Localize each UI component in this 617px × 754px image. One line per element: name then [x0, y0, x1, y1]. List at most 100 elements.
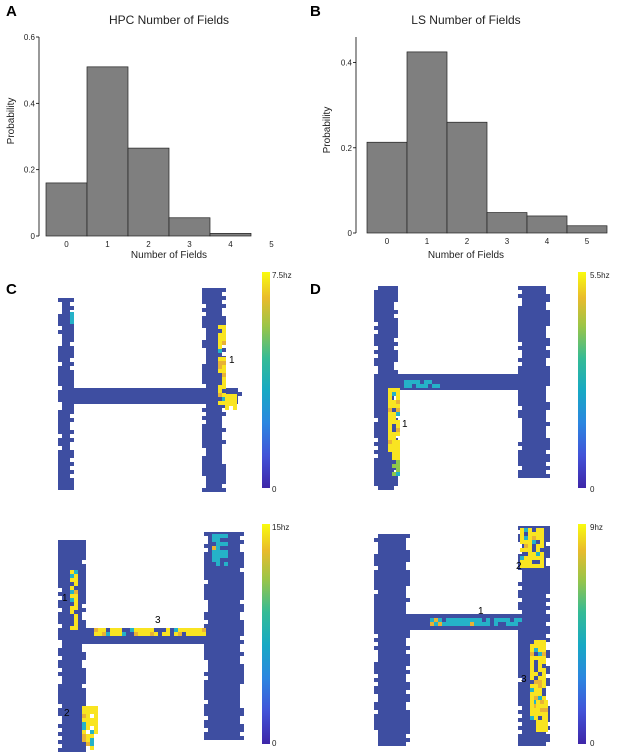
- map-pixel-right-arm: [216, 668, 220, 672]
- map-pixel-right-arm: [236, 724, 240, 728]
- map-pixel-left-arm: [374, 686, 378, 690]
- firing-pixel: [190, 628, 194, 632]
- map-pixel-right-arm: [526, 630, 530, 634]
- map-pixel-right-arm: [236, 536, 240, 540]
- ls-x-tick-0: 0: [385, 237, 390, 246]
- map-pixel-right-arm: [518, 634, 522, 638]
- map-pixel-left-arm: [386, 362, 390, 366]
- map-pixel-left-arm: [66, 442, 70, 446]
- map-pixel-left-arm: [382, 346, 386, 350]
- map-pixel-left-arm: [66, 342, 70, 346]
- map-pixel-left-arm: [386, 550, 390, 554]
- map-pixel-left-arm: [386, 654, 390, 658]
- map-pixel-left-arm: [386, 618, 390, 622]
- map-pixel-left-arm: [66, 354, 70, 358]
- map-pixel-right-arm: [522, 654, 526, 658]
- map-pixel-right-arm: [522, 418, 526, 422]
- map-pixel-crossbar: [234, 388, 238, 392]
- firing-pixel: [224, 534, 228, 538]
- map-pixel-crossbar: [186, 640, 190, 644]
- map-pixel-left-arm: [390, 574, 394, 578]
- map-pixel-right-arm: [542, 366, 546, 370]
- firing-pixel: [222, 333, 226, 337]
- map-pixel-right-arm: [206, 484, 210, 488]
- map-pixel-left-arm: [66, 668, 70, 672]
- map-pixel-left-arm: [398, 674, 402, 678]
- map-pixel-right-arm: [546, 666, 550, 670]
- firing-pixel: [396, 432, 400, 436]
- map-pixel-right-arm: [202, 428, 206, 432]
- firing-pixel: [186, 628, 190, 632]
- firing-pixel: [528, 560, 532, 564]
- map-pixel-right-arm: [538, 366, 542, 370]
- map-pixel-right-arm: [538, 574, 542, 578]
- map-pixel-right-arm: [210, 328, 214, 332]
- map-pixel-right-arm: [522, 306, 526, 310]
- map-pixel-crossbar: [524, 622, 528, 626]
- map-pixel-right-arm: [220, 616, 224, 620]
- map-pixel-right-arm: [210, 488, 214, 492]
- map-pixel-left-arm: [398, 682, 402, 686]
- map-pixel-right-arm: [202, 424, 206, 428]
- map-pixel-left-arm: [378, 454, 382, 458]
- map-pixel-right-arm: [236, 552, 240, 556]
- firing-pixel: [222, 361, 226, 365]
- map-pixel-right-arm: [546, 422, 550, 426]
- map-pixel-crossbar: [420, 618, 424, 622]
- map-pixel-crossbar: [162, 388, 166, 392]
- firing-pixel: [218, 345, 222, 349]
- map-pixel-left-arm: [402, 554, 406, 558]
- map-pixel-right-arm: [214, 352, 218, 356]
- map-pixel-left-arm: [374, 478, 378, 482]
- firing-pixel: [94, 718, 98, 722]
- map-pixel-right-arm: [538, 330, 542, 334]
- map-pixel-left-arm: [58, 394, 62, 398]
- map-pixel-crossbar: [482, 382, 486, 386]
- firing-pixel: [190, 632, 194, 636]
- map-pixel-left-arm: [62, 374, 66, 378]
- map-pixel-right-arm: [518, 450, 522, 454]
- firing-pixel: [134, 628, 138, 632]
- map-pixel-crossbar: [102, 400, 106, 404]
- map-pixel-left-arm: [378, 682, 382, 686]
- map-pixel-right-arm: [218, 424, 222, 428]
- map-pixel-left-arm: [66, 576, 70, 580]
- map-pixel-left-arm: [62, 664, 66, 668]
- map-pixel-left-arm: [58, 600, 62, 604]
- map-pixel-left-arm: [74, 660, 78, 664]
- map-pixel-right-arm: [530, 310, 534, 314]
- map-pixel-right-arm: [210, 316, 214, 320]
- map-pixel-right-arm: [534, 666, 538, 670]
- map-pixel-right-arm: [530, 470, 534, 474]
- map-pixel-right-arm: [530, 730, 534, 734]
- map-pixel-left-arm: [58, 636, 62, 640]
- map-pixel-left-arm: [58, 632, 62, 636]
- firing-pixel: [222, 329, 226, 333]
- map-pixel-right-arm: [542, 614, 546, 618]
- map-pixel-crossbar: [462, 378, 466, 382]
- firing-pixel: [524, 560, 528, 564]
- map-pixel-left-arm: [82, 676, 86, 680]
- map-pixel-left-arm: [394, 726, 398, 730]
- map-pixel-right-arm: [236, 732, 240, 736]
- map-pixel-crossbar: [534, 374, 538, 378]
- map-pixel-right-arm: [542, 626, 546, 630]
- map-pixel-crossbar: [482, 378, 486, 382]
- map-pixel-left-arm: [386, 546, 390, 550]
- map-pixel-left-arm: [390, 710, 394, 714]
- map-pixel-right-arm: [526, 666, 530, 670]
- map-pixel-left-arm: [378, 614, 382, 618]
- map-pixel-left-arm: [390, 314, 394, 318]
- map-pixel-right-arm: [216, 664, 220, 668]
- map-pixel-crossbar: [126, 628, 130, 632]
- map-pixel-left-arm: [374, 586, 378, 590]
- map-pixel-crossbar: [70, 636, 74, 640]
- firing-pixel: [94, 628, 98, 632]
- map-pixel-right-arm: [542, 438, 546, 442]
- map-pixel-right-arm: [224, 700, 228, 704]
- map-pixel-right-arm: [542, 382, 546, 386]
- firing-pixel: [540, 560, 544, 564]
- map-pixel-right-arm: [212, 672, 216, 676]
- map-pixel-right-arm: [542, 434, 546, 438]
- map-pixel-right-arm: [526, 686, 530, 690]
